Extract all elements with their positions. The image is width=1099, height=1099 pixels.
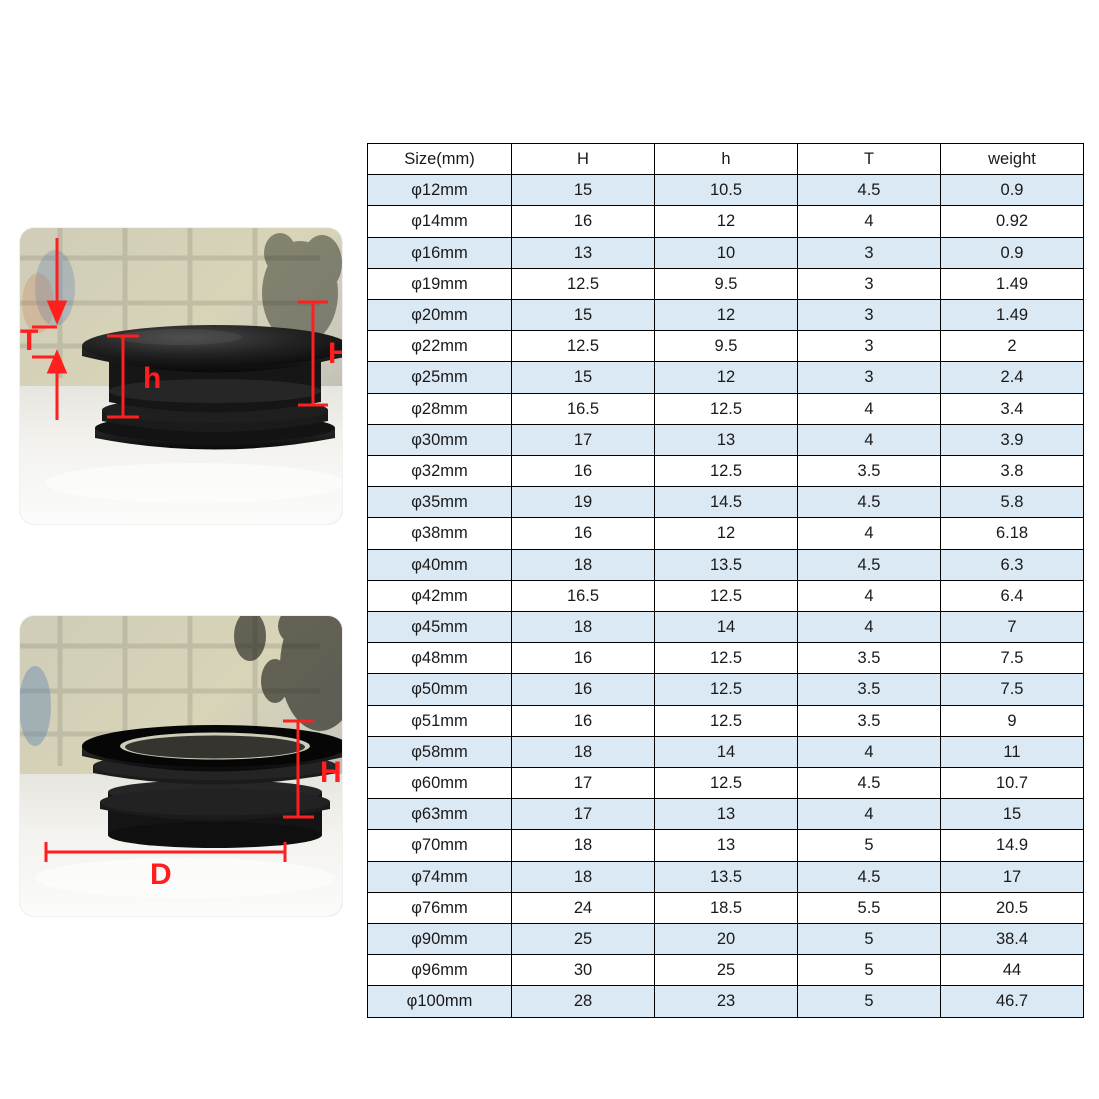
svg-text:T: T bbox=[20, 324, 38, 357]
svg-text:H: H bbox=[328, 337, 342, 370]
svg-text:D: D bbox=[150, 858, 172, 891]
svg-text:H: H bbox=[320, 756, 342, 789]
svg-text:h: h bbox=[143, 362, 161, 395]
